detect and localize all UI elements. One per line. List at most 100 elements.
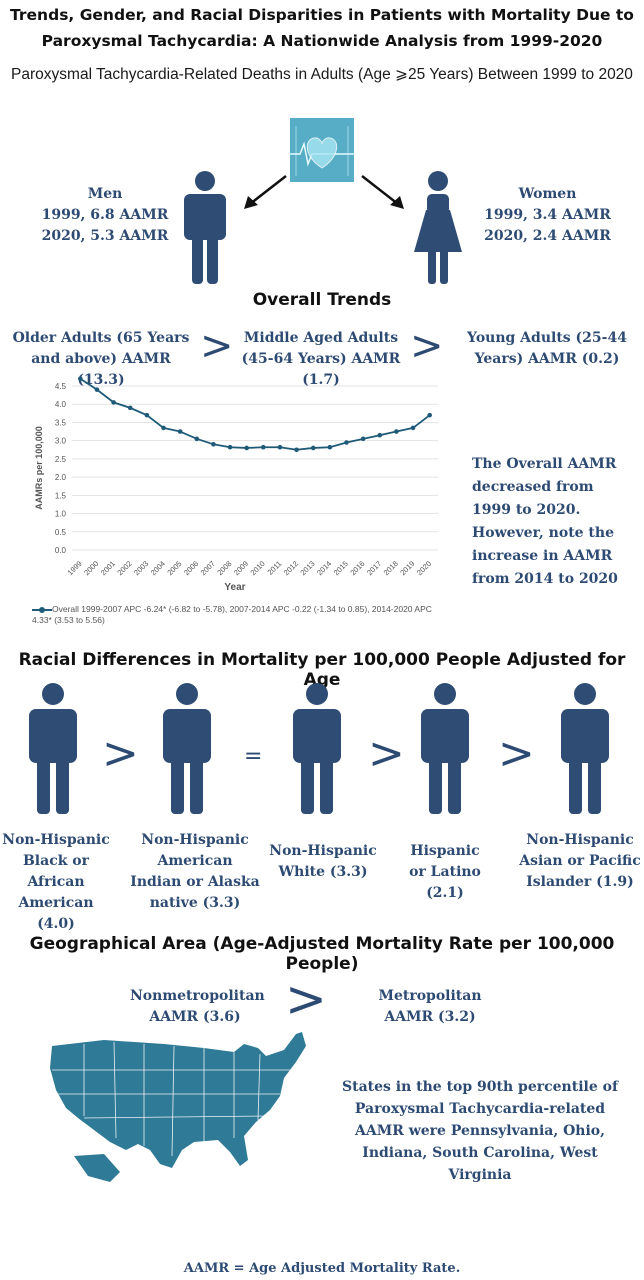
person-icon	[558, 682, 612, 818]
x-tick-label: 2013	[298, 559, 316, 577]
person-icon	[26, 682, 80, 818]
y-axis-label: AAMRs per 100,000	[34, 426, 44, 510]
data-point	[244, 445, 249, 451]
greater-than-icon: >	[410, 323, 444, 369]
women-label: Women	[518, 186, 577, 202]
data-point	[78, 376, 83, 382]
geo-heading: Geographical Area (Age-Adjusted Mortalit…	[29, 934, 615, 974]
y-tick-label: 3.0	[55, 437, 67, 446]
women-1999: 1999, 3.4 AAMR	[484, 207, 611, 223]
data-point	[277, 444, 283, 450]
race-label-white: Non-Hispanic White (3.3)	[269, 843, 377, 880]
x-tick-label: 2012	[282, 559, 300, 577]
greater-than-icon: >	[498, 728, 535, 779]
trend-chart: 0.0 0.5 1.0 1.5 2.0 2.5 3.0 3.5 4.0 4.5 1999 2000 20…	[30, 372, 450, 632]
x-tick-label: 2002	[115, 559, 133, 577]
y-tick-label: 1.5	[55, 491, 67, 500]
arrow-left-icon	[240, 172, 290, 216]
y-tick-label: 3.5	[55, 418, 67, 427]
x-tick-label: 2006	[182, 559, 200, 577]
data-point	[177, 429, 183, 434]
x-tick-label: 2000	[82, 559, 100, 577]
x-tick-label: 2004	[149, 559, 167, 577]
x-tick-label: 2015	[332, 559, 350, 577]
page-subtitle: Paroxysmal Tachycardia-Related Deaths in…	[11, 66, 633, 83]
women-stats: Women 1999, 3.4 AAMR 2020, 2.4 AAMR	[460, 184, 635, 247]
men-label: Men	[87, 186, 123, 202]
x-tick-label: 2009	[232, 559, 250, 577]
y-tick-label: 0.5	[55, 528, 67, 537]
data-point	[94, 387, 100, 392]
greater-than-icon: >	[285, 970, 327, 1028]
chart-legend: Overall 1999-2007 APC -6.24* (-6.82 to -…	[32, 604, 448, 626]
woman-icon	[412, 170, 464, 289]
race-label-hispanic: Hispanic or Latino (2.1)	[409, 843, 481, 901]
data-point	[144, 412, 150, 418]
footer-note: AAMR = Age Adjusted Mortality Rate.	[183, 1261, 461, 1276]
equals-icon: =	[244, 744, 263, 769]
greater-than-icon: >	[102, 728, 139, 779]
x-tick-label: 2011	[266, 559, 284, 577]
legend-label: Overall 1999-2007 APC -6.24* (-6.82 to -…	[32, 604, 432, 625]
y-tick-label: 0.0	[55, 546, 67, 555]
y-tick-label: 4.5	[55, 382, 67, 391]
person-icon	[418, 682, 472, 818]
data-point	[211, 442, 216, 447]
greater-than-icon: >	[368, 728, 405, 779]
data-point	[194, 436, 200, 442]
data-point	[161, 425, 166, 431]
x-tick-label: 2003	[132, 559, 150, 577]
x-tick-label: 2007	[199, 559, 217, 577]
arrow-right-icon	[358, 172, 408, 216]
race-label-asian: Non-Hispanic Asian or Pacific Islander (…	[519, 832, 641, 890]
data-point	[227, 444, 233, 450]
us-map-icon	[44, 1026, 314, 1200]
person-icon	[290, 682, 344, 818]
data-point	[377, 432, 383, 438]
x-tick-label: 2019	[398, 559, 416, 577]
trend-chart-svg: 0.00.51.01.52.02.53.03.54.04.51999200020…	[34, 376, 438, 593]
x-tick-label: 2010	[249, 559, 267, 577]
data-point	[360, 436, 366, 442]
data-point	[127, 405, 133, 411]
data-point	[427, 412, 432, 418]
x-tick-label: 1999	[66, 559, 84, 577]
older-adults-text: Older Adults (65 Years and above) AAMR (…	[12, 330, 190, 388]
data-point	[261, 444, 266, 450]
series-line	[79, 377, 431, 451]
y-tick-label: 2.5	[55, 455, 67, 464]
y-tick-label: 2.0	[55, 473, 67, 482]
race-label-black: Non-Hispanic Black or African American (…	[2, 832, 110, 932]
data-point	[327, 444, 333, 450]
x-tick-label: 2017	[365, 559, 383, 577]
x-tick-label: 2008	[215, 559, 233, 577]
overall-note: The Overall AAMR decreased from 1999 to …	[472, 456, 618, 587]
data-point	[344, 440, 349, 445]
data-point	[310, 445, 316, 451]
person-icon	[160, 682, 214, 818]
greater-than-icon: >	[200, 323, 234, 369]
x-tick-label: 2018	[382, 559, 400, 577]
man-icon	[180, 170, 230, 289]
heart-image-icon	[290, 118, 354, 182]
y-tick-label: 4.0	[55, 400, 67, 409]
x-tick-label: 2016	[348, 559, 366, 577]
y-tick-label: 1.0	[55, 510, 67, 519]
race-label-native: Non-Hispanic American Indian or Alaska n…	[130, 832, 260, 911]
x-tick-label: 2001	[99, 559, 117, 577]
data-point	[294, 447, 299, 453]
men-2020: 2020, 5.3 AAMR	[41, 228, 169, 244]
geo-note: States in the top 90th percentile of Par…	[342, 1079, 618, 1183]
x-tick-label: 2020	[415, 559, 433, 577]
x-tick-label: 2005	[165, 559, 183, 577]
data-point	[410, 425, 416, 431]
men-1999: 1999, 6.8 AAMR	[41, 207, 169, 223]
data-point	[394, 429, 399, 434]
young-adults-text: Young Adults (25-44 Years) AAMR (0.2)	[467, 330, 627, 367]
men-stats: Men 1999, 6.8 AAMR 2020, 5.3 AAMR	[20, 184, 190, 247]
metro-text: Metropolitan AAMR (3.2)	[378, 988, 482, 1025]
nonmetro-text: Nonmetropolitan AAMR (3.6)	[130, 988, 265, 1025]
x-tick-label: 2014	[315, 559, 333, 577]
overall-trends-heading: Overall Trends	[252, 290, 392, 310]
women-2020: 2020, 2.4 AAMR	[484, 228, 611, 244]
